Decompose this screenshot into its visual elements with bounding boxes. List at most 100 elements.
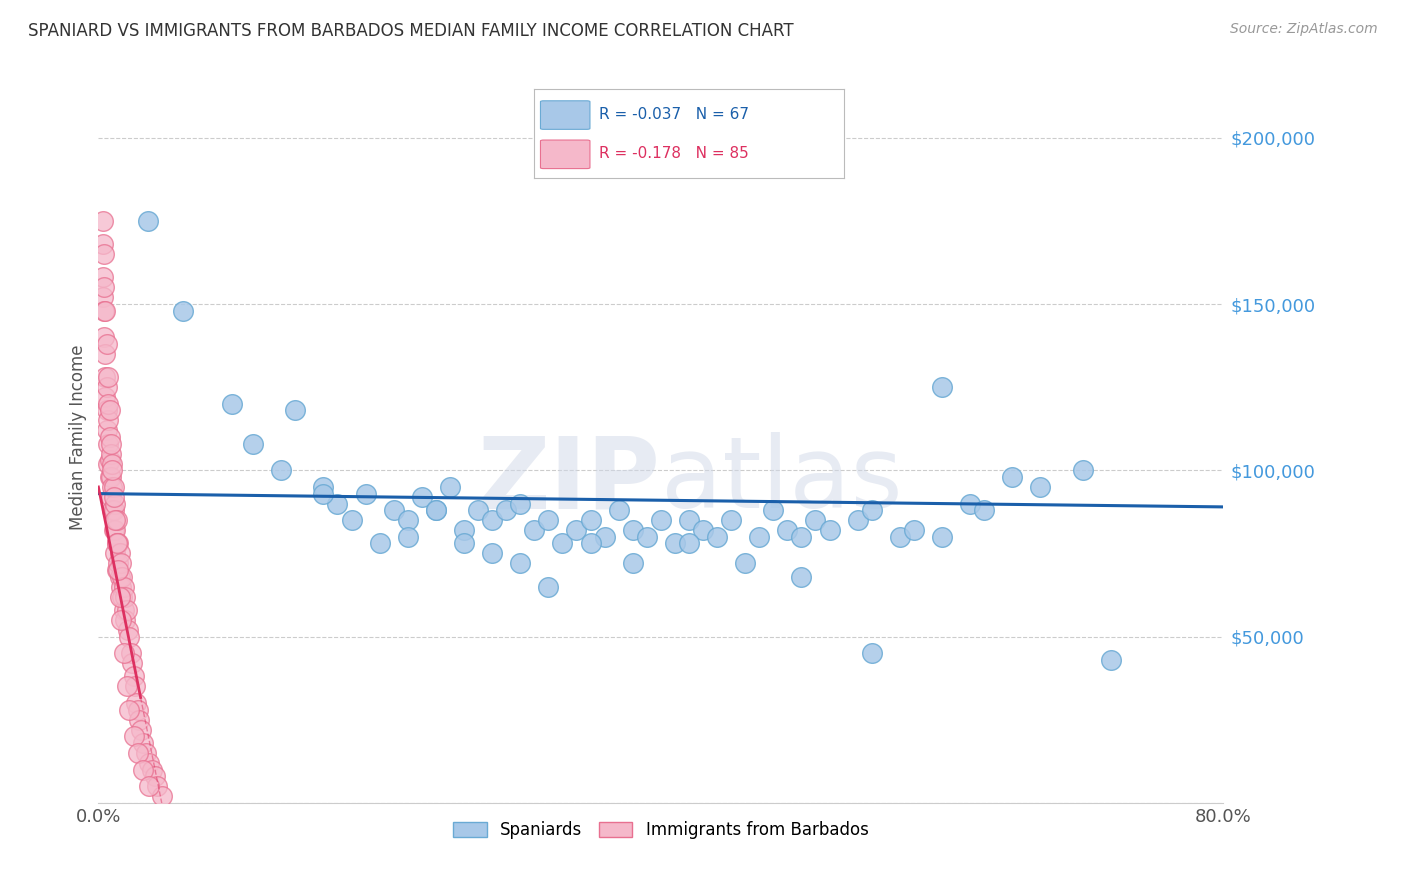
Point xyxy=(664,536,686,550)
Point xyxy=(91,237,114,252)
Point xyxy=(97,397,120,411)
Point xyxy=(396,513,419,527)
Point xyxy=(104,546,127,560)
Point xyxy=(135,746,157,760)
Point xyxy=(101,463,124,477)
Point xyxy=(678,513,700,527)
Point xyxy=(150,789,173,804)
Point xyxy=(98,470,121,484)
Point xyxy=(790,530,813,544)
Point xyxy=(467,503,489,517)
Text: Source: ZipAtlas.com: Source: ZipAtlas.com xyxy=(1230,22,1378,37)
Point xyxy=(340,513,363,527)
Point xyxy=(354,486,377,500)
Point xyxy=(91,214,114,228)
Point xyxy=(108,570,131,584)
Point xyxy=(98,453,121,467)
Point xyxy=(105,563,128,577)
Point xyxy=(107,557,129,571)
Point xyxy=(720,513,742,527)
Point xyxy=(1029,480,1052,494)
Point xyxy=(93,280,115,294)
Point xyxy=(117,623,139,637)
Point xyxy=(931,530,953,544)
Point xyxy=(270,463,292,477)
Point xyxy=(818,523,841,537)
Point xyxy=(481,513,503,527)
Point xyxy=(776,523,799,537)
Point xyxy=(108,546,131,560)
Point xyxy=(98,430,121,444)
Point xyxy=(128,713,150,727)
Point xyxy=(94,303,117,318)
Point xyxy=(101,480,124,494)
Point xyxy=(103,490,125,504)
Point xyxy=(103,480,125,494)
Point xyxy=(382,503,405,517)
Text: ZIP: ZIP xyxy=(478,433,661,530)
Point xyxy=(100,490,122,504)
Point xyxy=(804,513,827,527)
Point xyxy=(110,613,132,627)
Point xyxy=(284,403,307,417)
Point xyxy=(111,590,134,604)
Point xyxy=(107,563,129,577)
Point xyxy=(931,380,953,394)
Point xyxy=(221,397,243,411)
Point xyxy=(96,424,118,438)
Point xyxy=(93,247,115,261)
Point xyxy=(551,536,574,550)
Point xyxy=(889,530,911,544)
Point xyxy=(91,270,114,285)
Point xyxy=(481,546,503,560)
Point xyxy=(326,497,349,511)
Point xyxy=(93,303,115,318)
Point xyxy=(453,536,475,550)
Text: R = -0.037   N = 67: R = -0.037 N = 67 xyxy=(599,107,749,121)
Point xyxy=(734,557,756,571)
Point xyxy=(141,763,163,777)
Point xyxy=(103,523,125,537)
Point xyxy=(537,580,560,594)
Point xyxy=(107,536,129,550)
Point xyxy=(565,523,588,537)
Point xyxy=(127,703,149,717)
Point xyxy=(120,646,142,660)
Point xyxy=(100,470,122,484)
Point xyxy=(579,536,602,550)
Point xyxy=(121,656,143,670)
Point xyxy=(692,523,714,537)
Point xyxy=(132,736,155,750)
Point xyxy=(96,380,118,394)
Point xyxy=(114,590,136,604)
Point xyxy=(425,503,447,517)
Point xyxy=(1001,470,1024,484)
Point xyxy=(138,756,160,770)
Point xyxy=(97,413,120,427)
Point xyxy=(96,337,118,351)
Point xyxy=(593,530,616,544)
Point xyxy=(94,370,117,384)
Point xyxy=(425,503,447,517)
Point xyxy=(973,503,995,517)
Point xyxy=(860,503,883,517)
Point xyxy=(368,536,391,550)
Point xyxy=(103,503,125,517)
Point xyxy=(105,513,128,527)
Point xyxy=(112,603,135,617)
Point xyxy=(115,680,138,694)
Point xyxy=(959,497,981,511)
Point xyxy=(143,769,166,783)
Point xyxy=(1071,463,1094,477)
Point xyxy=(110,580,132,594)
Point xyxy=(110,557,132,571)
Point xyxy=(118,703,141,717)
Point xyxy=(846,513,869,527)
Point xyxy=(706,530,728,544)
Point xyxy=(125,696,148,710)
Point xyxy=(127,746,149,760)
Point xyxy=(94,347,117,361)
Point xyxy=(97,436,120,450)
Point xyxy=(108,590,131,604)
Point xyxy=(453,523,475,537)
